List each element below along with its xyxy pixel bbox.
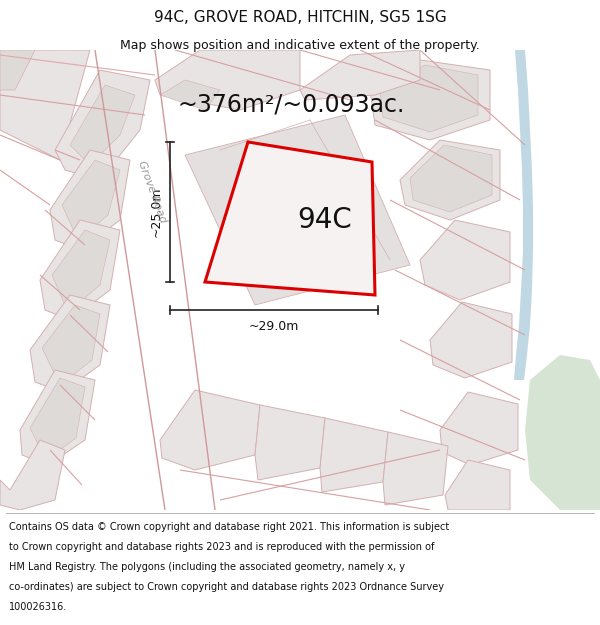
Polygon shape [0,50,35,90]
Polygon shape [155,50,300,110]
Polygon shape [160,80,220,110]
Text: Contains OS data © Crown copyright and database right 2021. This information is : Contains OS data © Crown copyright and d… [9,521,449,531]
Polygon shape [42,305,100,385]
Polygon shape [62,160,120,240]
Polygon shape [410,145,492,212]
Polygon shape [380,65,478,132]
Polygon shape [0,440,65,510]
Polygon shape [300,50,420,100]
Polygon shape [383,432,448,505]
Polygon shape [30,378,85,460]
Text: 94C, GROVE ROAD, HITCHIN, SG5 1SG: 94C, GROVE ROAD, HITCHIN, SG5 1SG [154,10,446,25]
Polygon shape [255,405,325,480]
Text: ~376m²/~0.093ac.: ~376m²/~0.093ac. [178,93,406,117]
Text: Grove Road: Grove Road [136,159,168,224]
Polygon shape [440,392,518,465]
Polygon shape [160,390,260,470]
Polygon shape [320,418,388,492]
Text: ~25.0m: ~25.0m [149,187,163,238]
Polygon shape [370,60,490,140]
Text: 100026316.: 100026316. [9,602,67,612]
Polygon shape [52,230,110,312]
Polygon shape [400,140,500,220]
Polygon shape [430,302,512,378]
Polygon shape [525,355,600,510]
Text: 94C: 94C [298,206,352,234]
Polygon shape [514,50,533,380]
Polygon shape [40,220,120,320]
Polygon shape [205,142,375,295]
Polygon shape [445,460,510,510]
Polygon shape [30,295,110,392]
Text: to Crown copyright and database rights 2023 and is reproduced with the permissio: to Crown copyright and database rights 2… [9,542,434,552]
Polygon shape [50,150,130,250]
Polygon shape [420,220,510,300]
Polygon shape [0,50,90,160]
Polygon shape [55,70,150,180]
Polygon shape [20,370,95,465]
Text: HM Land Registry. The polygons (including the associated geometry, namely x, y: HM Land Registry. The polygons (includin… [9,562,405,572]
Polygon shape [185,115,410,305]
Polygon shape [70,85,135,165]
Text: co-ordinates) are subject to Crown copyright and database rights 2023 Ordnance S: co-ordinates) are subject to Crown copyr… [9,582,444,592]
Text: Map shows position and indicative extent of the property.: Map shows position and indicative extent… [120,39,480,52]
Text: ~29.0m: ~29.0m [249,319,299,332]
